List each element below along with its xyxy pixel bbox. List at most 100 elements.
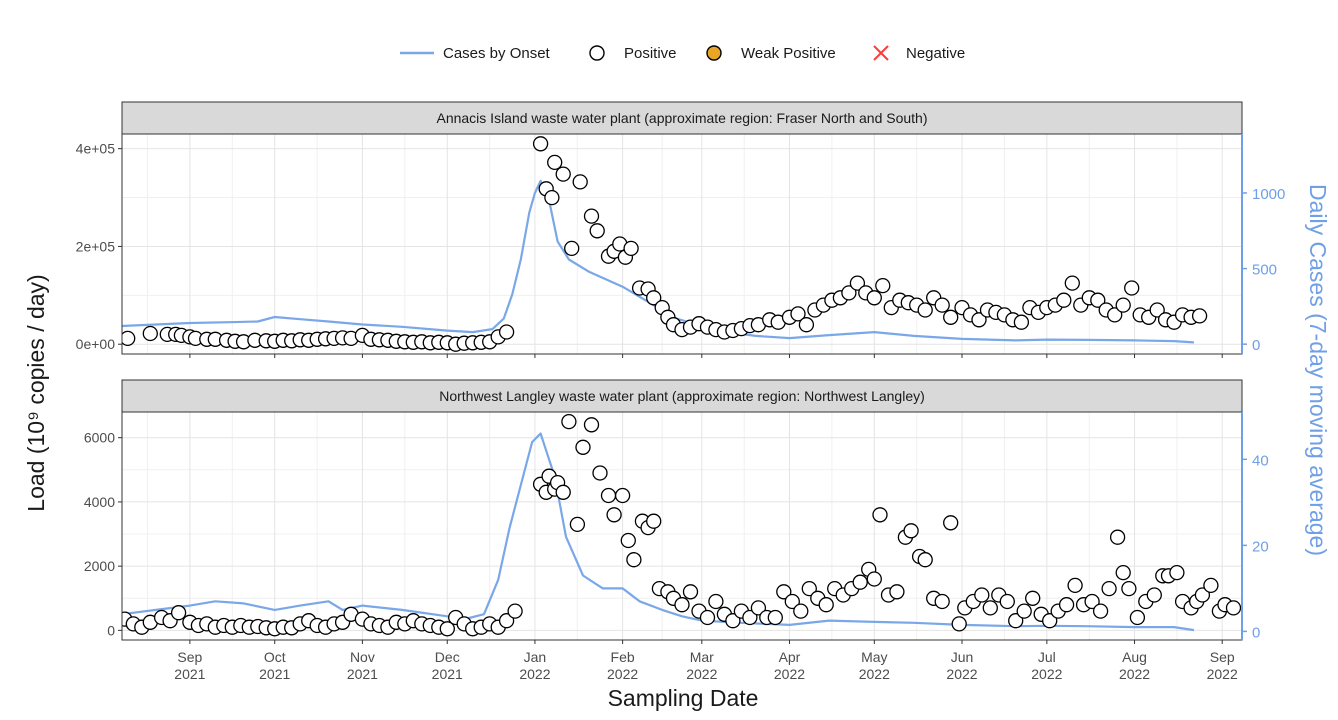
legend-negative-swatch bbox=[873, 45, 889, 61]
sample-point-positive bbox=[872, 507, 888, 523]
sample-point-positive bbox=[982, 600, 998, 616]
sample-point-positive bbox=[1064, 275, 1080, 291]
sample-point-positive bbox=[498, 324, 515, 340]
sample-point-positive bbox=[1016, 603, 1032, 619]
y-tick-label: 4000 bbox=[84, 494, 115, 510]
x-tick-label-year: 2021 bbox=[432, 666, 463, 682]
sample-point-positive bbox=[934, 297, 950, 313]
sample-point-positive bbox=[547, 154, 563, 171]
sample-point-positive bbox=[841, 285, 857, 301]
sample-point-positive bbox=[790, 306, 806, 322]
y2-tick-label: 500 bbox=[1252, 262, 1277, 279]
panel-title: Northwest Langley waste water plant (app… bbox=[439, 388, 925, 404]
legend-label-positive: Positive bbox=[624, 45, 677, 62]
x-tick-label-month: Jul bbox=[1038, 649, 1056, 665]
sample-points bbox=[122, 136, 1208, 352]
sample-point-positive bbox=[1025, 590, 1041, 606]
sample-point-positive bbox=[532, 136, 549, 152]
sample-point-positive bbox=[1129, 609, 1146, 626]
sample-point-positive bbox=[1191, 308, 1208, 324]
sample-point-positive bbox=[917, 302, 933, 318]
sample-point-positive bbox=[170, 605, 187, 621]
sample-point-positive bbox=[699, 609, 716, 626]
x-tick-label-year: 2022 bbox=[774, 666, 805, 682]
x-tick-label-year: 2022 bbox=[607, 666, 638, 682]
sample-point-positive bbox=[1107, 307, 1123, 323]
x-tick-label-month: Nov bbox=[350, 649, 375, 665]
panels-layer: Annacis Island waste water plant (approx… bbox=[76, 101, 1285, 682]
sample-point-positive bbox=[708, 593, 724, 610]
sample-point-positive bbox=[1090, 292, 1106, 308]
x-tick-label-month: Mar bbox=[690, 649, 714, 665]
y-axis-title: Load (10⁹ copies / day) bbox=[23, 274, 49, 511]
legend-label-weak-positive: Weak Positive bbox=[741, 45, 836, 62]
y-tick-label: 4e+05 bbox=[76, 141, 116, 157]
sample-point-positive bbox=[623, 240, 639, 257]
sample-point-positive bbox=[600, 487, 617, 504]
sample-point-positive bbox=[564, 240, 580, 257]
x-tick-label-year: 2022 bbox=[946, 666, 977, 682]
x-tick-label-year: 2022 bbox=[1207, 666, 1238, 682]
sample-point-positive bbox=[583, 417, 600, 433]
sample-point-positive bbox=[852, 574, 868, 590]
y2-tick-label: 1000 bbox=[1252, 186, 1285, 203]
y2-tick-label: 0 bbox=[1252, 337, 1260, 354]
sample-point-positive bbox=[889, 584, 905, 600]
sample-point-positive bbox=[1225, 600, 1242, 616]
x-tick-label-month: Dec bbox=[435, 649, 460, 665]
sample-point-positive bbox=[917, 552, 933, 568]
sample-point-positive bbox=[1121, 580, 1137, 597]
x-tick-label-month: Jun bbox=[951, 649, 974, 665]
y2-tick-label: 40 bbox=[1252, 452, 1269, 469]
legend: Cases by Onset Positive Weak Positive Ne… bbox=[400, 45, 965, 62]
y-tick-label: 2000 bbox=[84, 558, 115, 574]
x-tick-label-month: Sep bbox=[1210, 649, 1235, 665]
sample-point-positive bbox=[750, 600, 767, 616]
sample-point-positive bbox=[1149, 302, 1165, 318]
sample-point-positive bbox=[776, 584, 792, 600]
sample-point-positive bbox=[646, 513, 662, 529]
sample-point-positive bbox=[575, 439, 591, 455]
sample-point-positive bbox=[971, 312, 987, 328]
sample-point-positive bbox=[614, 487, 631, 504]
x-tick-label-month: Jan bbox=[524, 649, 547, 665]
sample-point-positive bbox=[561, 413, 577, 430]
sample-point-positive bbox=[1124, 280, 1140, 296]
sample-point-positive bbox=[569, 516, 586, 533]
sample-point-positive bbox=[1092, 603, 1109, 619]
sample-point-positive bbox=[606, 507, 622, 523]
sample-point-positive bbox=[818, 597, 834, 613]
sample-points bbox=[122, 413, 1242, 637]
sample-point-positive bbox=[544, 189, 560, 206]
sample-point-positive bbox=[439, 621, 455, 637]
x-tick-label-month: Aug bbox=[1122, 649, 1147, 665]
sample-point-positive bbox=[875, 277, 891, 294]
sample-point-positive bbox=[1101, 580, 1117, 597]
y-tick-label: 0e+00 bbox=[76, 336, 116, 352]
sample-point-positive bbox=[793, 603, 809, 619]
sample-point-positive bbox=[583, 208, 600, 224]
sample-point-positive bbox=[572, 174, 588, 190]
sample-point-positive bbox=[1084, 593, 1100, 610]
y-tick-label: 0 bbox=[107, 622, 115, 638]
panel-1: Annacis Island waste water plant (approx… bbox=[76, 101, 1285, 358]
sample-point-positive bbox=[943, 309, 959, 325]
y-tick-label: 2e+05 bbox=[76, 238, 116, 254]
x-tick-label-year: 2022 bbox=[859, 666, 890, 682]
sample-point-positive bbox=[626, 552, 642, 568]
sample-point-positive bbox=[1169, 564, 1185, 581]
sample-point-positive bbox=[1115, 297, 1131, 313]
sample-point-positive bbox=[903, 523, 919, 539]
sample-point-positive bbox=[1203, 577, 1219, 594]
sample-point-positive bbox=[1146, 587, 1162, 603]
sample-point-positive bbox=[1109, 529, 1126, 545]
panel-strip bbox=[121, 101, 1243, 135]
sample-point-positive bbox=[1067, 577, 1083, 594]
sample-point-positive bbox=[934, 593, 950, 610]
sample-point-positive bbox=[866, 290, 882, 306]
sample-point-positive bbox=[725, 613, 741, 629]
x-tick-label-year: 2021 bbox=[174, 666, 205, 682]
y2-tick-label: 20 bbox=[1252, 538, 1269, 555]
legend-weak-positive-swatch bbox=[706, 45, 722, 61]
